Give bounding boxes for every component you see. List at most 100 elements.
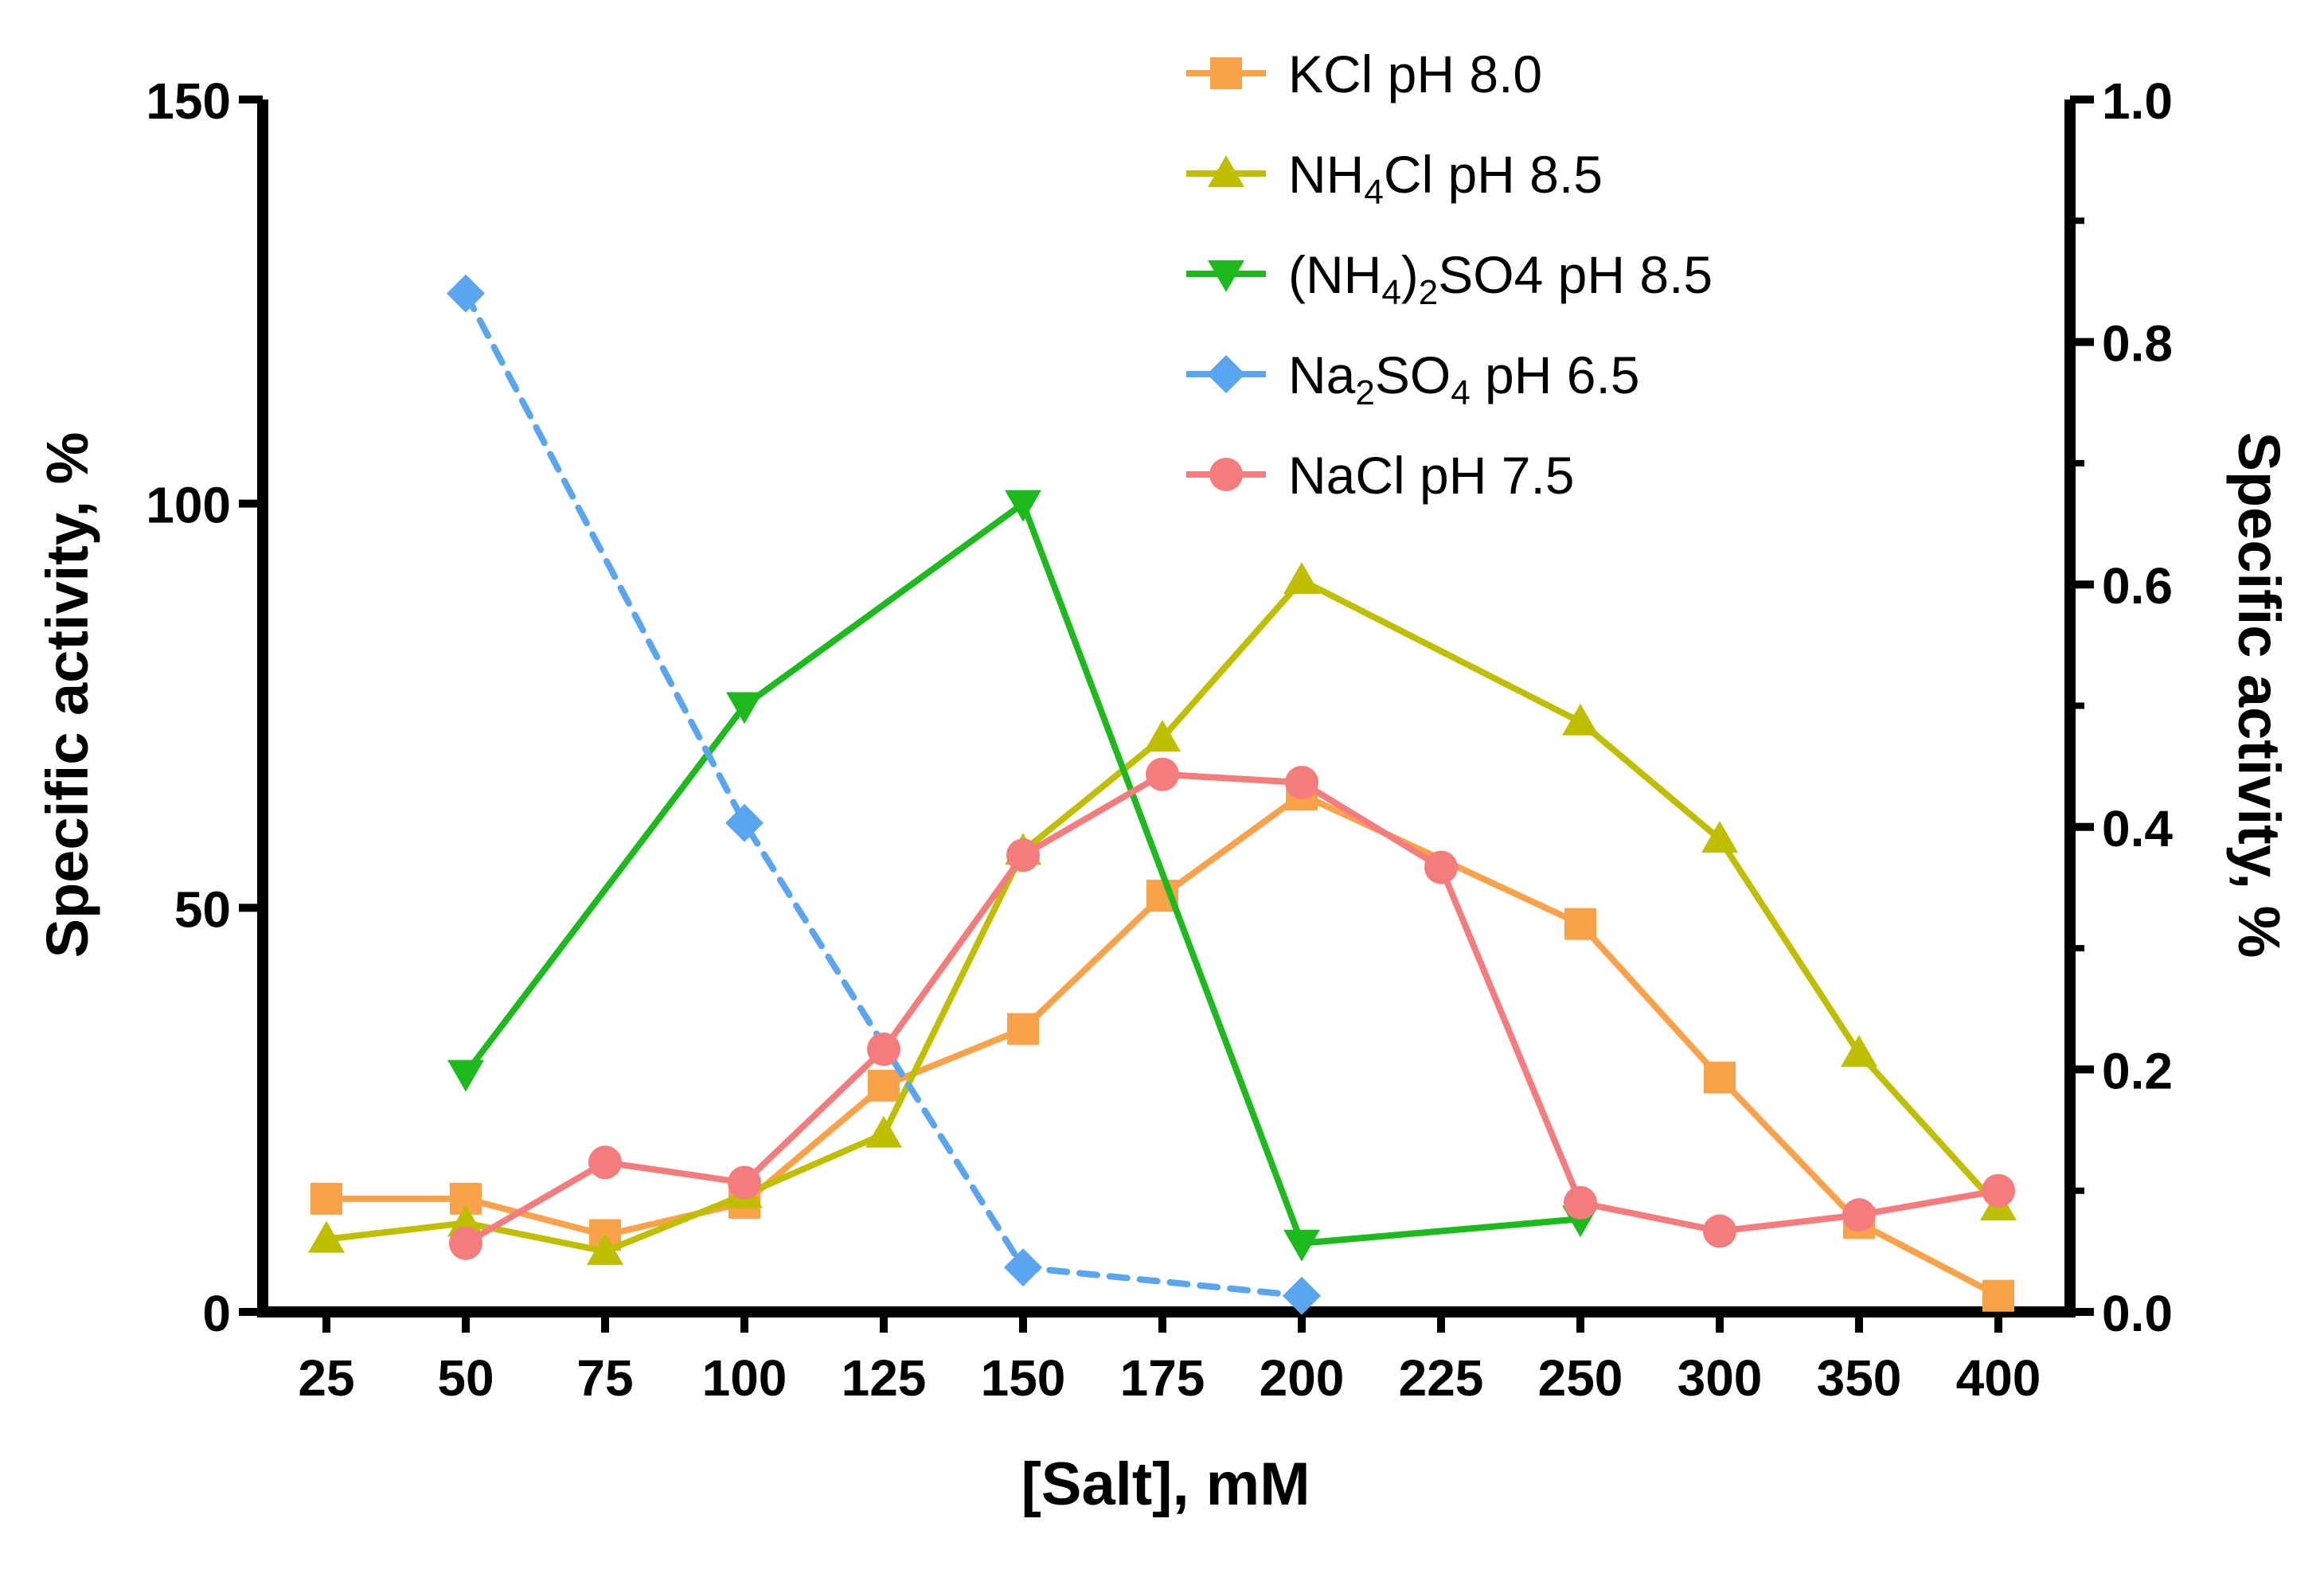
- series-4: [449, 757, 2015, 1260]
- y-tick-label-left: 100: [146, 477, 231, 534]
- legend-subscript: 2: [1419, 273, 1438, 312]
- data-point: [311, 1182, 342, 1215]
- data-point: [587, 1232, 623, 1265]
- data-point: [1005, 490, 1041, 522]
- legend-subscript: 4: [1451, 373, 1470, 412]
- series-2: [447, 490, 1599, 1262]
- x-tick-label: 100: [702, 1349, 787, 1407]
- x-tick-label: 50: [437, 1349, 494, 1407]
- legend-label: NaCl pH 7.5: [1288, 446, 1575, 505]
- y-tick-label-right: 0.4: [2102, 800, 2173, 857]
- x-tick-label: 300: [1678, 1349, 1763, 1407]
- legend-subscript: 4: [1364, 173, 1383, 212]
- data-point: [1562, 703, 1599, 736]
- legend-item: KCl pH 8.0: [1186, 45, 1542, 103]
- data-point: [1144, 720, 1181, 752]
- data-point: [1704, 1061, 1736, 1094]
- x-axis-title: [Salt], mM: [1021, 1450, 1310, 1518]
- y-tick-label-right: 0.0: [2102, 1285, 2173, 1342]
- legend-subscript: 2: [1355, 373, 1374, 412]
- data-point: [1841, 1035, 1877, 1068]
- data-point: [1283, 1276, 1321, 1315]
- y-axis-title-left: Specific activity, %: [34, 432, 100, 958]
- series-line: [323, 577, 2002, 1255]
- x-tick-label: 350: [1817, 1349, 1902, 1407]
- legend-text-part: Cl pH 8.5: [1384, 145, 1603, 204]
- data-point: [1007, 1013, 1039, 1045]
- y-tick-label-right: 0.6: [2102, 557, 2173, 615]
- legend-item: (NH4)2SO4 pH 8.5: [1186, 245, 1713, 312]
- legend-text-part: ): [1401, 245, 1419, 304]
- series-line: [323, 791, 2002, 1299]
- series-3: [447, 274, 1321, 1315]
- data-point: [1283, 1229, 1320, 1262]
- data-point: [447, 1060, 484, 1092]
- data-point: [1982, 1279, 2014, 1312]
- data-point: [308, 1220, 345, 1253]
- data-point: [449, 1226, 482, 1260]
- legend-marker: [1209, 458, 1243, 491]
- legend-subscript: 4: [1381, 273, 1400, 312]
- data-point: [1146, 757, 1179, 791]
- data-point: [728, 1165, 761, 1200]
- legend-label: (NH4)2SO4 pH 8.5: [1288, 245, 1713, 312]
- y-tick-label-left: 0: [202, 1285, 231, 1342]
- axes-layer: 0 50 100 150 0.0 0.2 0.4 0.6 0.8 1.0 25 50 75 100 125 1…: [146, 72, 2173, 1407]
- data-point: [1701, 821, 1738, 853]
- data-point: [867, 1033, 900, 1067]
- legend-label: NH4Cl pH 8.5: [1288, 145, 1603, 212]
- data-point: [588, 1146, 622, 1180]
- legend-item: NH4Cl pH 8.5: [1186, 145, 1603, 212]
- series-1: [308, 562, 2017, 1265]
- data-point: [1564, 1185, 1597, 1220]
- legend-marker: [1210, 57, 1242, 89]
- legend-text-part: SO: [1375, 345, 1451, 404]
- y-tick-label-right: 0.2: [2102, 1042, 2173, 1099]
- x-tick-label: 200: [1260, 1349, 1345, 1407]
- data-point: [1006, 838, 1040, 872]
- data-point: [726, 692, 763, 724]
- series-layer: [308, 274, 2017, 1315]
- series-0: [311, 779, 2014, 1312]
- x-tick-label: 150: [981, 1349, 1066, 1407]
- data-point: [447, 274, 485, 313]
- legend-text-part: pH 6.5: [1471, 345, 1640, 404]
- legend-label: KCl pH 8.0: [1288, 45, 1542, 103]
- legend-text-part: NaCl pH 7.5: [1288, 446, 1575, 505]
- data-point: [1703, 1214, 1736, 1248]
- series-line: [463, 771, 2002, 1247]
- x-tick-label: 175: [1120, 1349, 1205, 1407]
- legend-text-part: NH: [1288, 145, 1364, 204]
- data-point: [1004, 1248, 1042, 1287]
- data-point: [1283, 562, 1320, 595]
- legend-marker: [1207, 355, 1245, 393]
- y-tick-label-right: 0.8: [2102, 315, 2173, 373]
- y-tick-label-left: 50: [174, 880, 231, 938]
- data-point: [1424, 850, 1458, 884]
- legend-marker: [1208, 260, 1244, 292]
- legend-marker: [1208, 155, 1244, 187]
- legend-item: NaCl pH 7.5: [1186, 446, 1575, 505]
- legend-text-part: SO4 pH 8.5: [1438, 245, 1713, 304]
- legend-label: Na2SO4 pH 6.5: [1288, 345, 1640, 412]
- x-tick-label: 250: [1538, 1349, 1623, 1407]
- x-tick-label: 75: [576, 1349, 633, 1407]
- x-tick-label: 225: [1399, 1349, 1484, 1407]
- data-point: [868, 1069, 900, 1102]
- x-tick-label: 400: [1956, 1349, 2041, 1407]
- data-point: [1285, 765, 1318, 799]
- legend-text-part: Na: [1288, 345, 1356, 404]
- data-point: [447, 1204, 484, 1237]
- data-point: [1842, 1198, 1876, 1232]
- data-point: [725, 803, 764, 842]
- data-point: [1564, 908, 1596, 940]
- x-tick-label: 125: [842, 1349, 927, 1407]
- legend-text-part: (NH: [1288, 245, 1381, 304]
- legend-item: Na2SO4 pH 6.5: [1186, 345, 1640, 412]
- y-tick-label-right: 1.0: [2102, 72, 2173, 130]
- data-point: [1982, 1173, 2015, 1208]
- x-tick-label: 25: [298, 1349, 354, 1407]
